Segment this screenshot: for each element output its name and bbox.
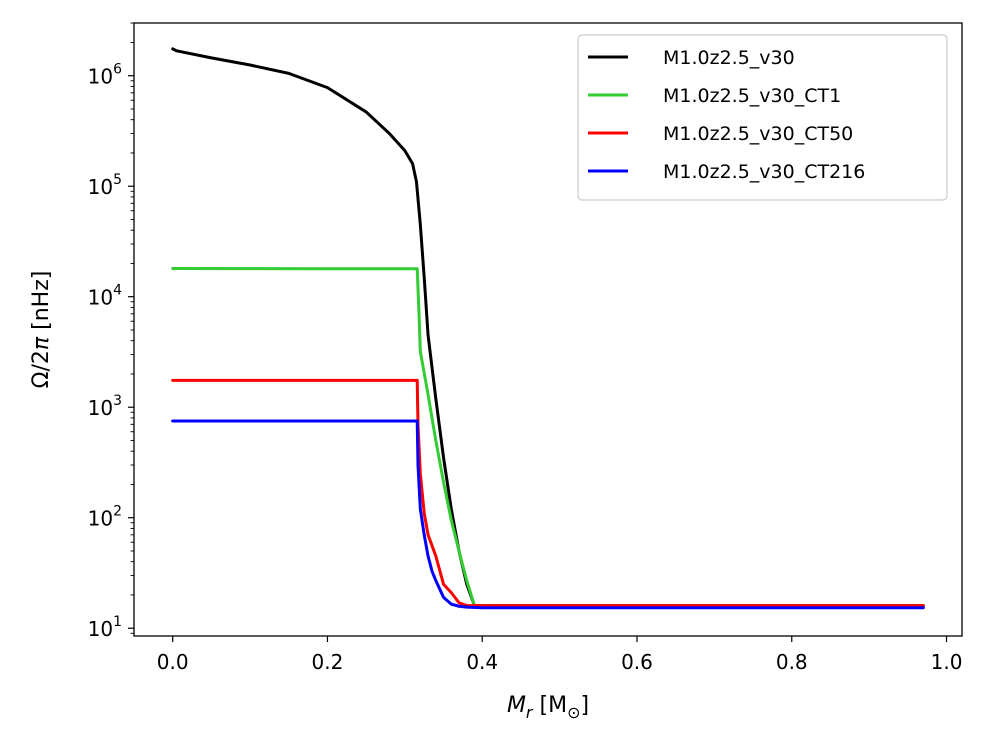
y-tick-label-exp: 5: [113, 172, 122, 188]
plot-frame: [133, 22, 963, 637]
y-tick-label: 104: [88, 283, 122, 310]
legend-box: [577, 34, 948, 201]
legend-label: M1.0z2.5_v30_CT216: [663, 161, 865, 183]
legend-label: M1.0z2.5_v30: [663, 47, 795, 69]
y-tick-label-exp: 2: [113, 504, 122, 520]
y-tick-label: 106: [88, 62, 122, 89]
y-axis-label-unit: [nHz]: [29, 271, 54, 337]
y-tick-label: 105: [88, 172, 122, 199]
legend: M1.0z2.5_v30 M1.0z2.5_v30_CT1 M1.0z2.5_v30…: [577, 34, 948, 201]
y-tick-label-base: 10: [88, 175, 113, 199]
x-tick-label: 1.0: [931, 650, 963, 674]
plot-area: [171, 47, 925, 610]
y-tick-label-base: 10: [88, 617, 113, 641]
y-axis-label: Ω/2π [nHz]: [29, 271, 54, 389]
x-tick-label: 0.8: [776, 650, 808, 674]
y-axis-label-main: Ω/2: [29, 350, 54, 388]
y-tick-label: 103: [88, 393, 122, 420]
x-axis-label-unit-sub: ⊙: [567, 703, 580, 722]
x-axis-label-unit-pre: [M: [533, 693, 568, 718]
series-line-4: [171, 419, 925, 610]
y-tick-label-base: 10: [88, 286, 113, 310]
y-tick-label-base: 10: [88, 65, 113, 89]
x-axis-label-main: M: [507, 693, 526, 718]
y-tick-label-exp: 6: [113, 62, 122, 78]
x-tick-label: 0.4: [466, 650, 498, 674]
x-axis-label-sub: r: [526, 703, 534, 722]
x-axis-label-unit-post: ]: [580, 693, 589, 718]
y-tick-label-exp: 4: [113, 283, 122, 299]
y-tick-label-exp: 3: [113, 393, 122, 409]
x-tick-label: 0.6: [621, 650, 653, 674]
y-tick-label-base: 10: [88, 507, 113, 531]
series-line-3: [171, 378, 925, 608]
x-tick-label: 0.2: [312, 650, 344, 674]
legend-label: M1.0z2.5_v30_CT50: [663, 123, 853, 145]
legend-label: M1.0z2.5_v30_CT1: [663, 85, 841, 107]
x-tick-label: 0.0: [157, 650, 189, 674]
y-tick-label: 102: [88, 504, 122, 531]
y-tick-label-base: 10: [88, 396, 113, 420]
x-axis-label: Mr [M⊙]: [507, 693, 589, 722]
y-tick-label-exp: 1: [113, 614, 122, 630]
y-tick-label: 101: [88, 614, 122, 641]
y-axis-label-pi: π: [29, 336, 54, 350]
